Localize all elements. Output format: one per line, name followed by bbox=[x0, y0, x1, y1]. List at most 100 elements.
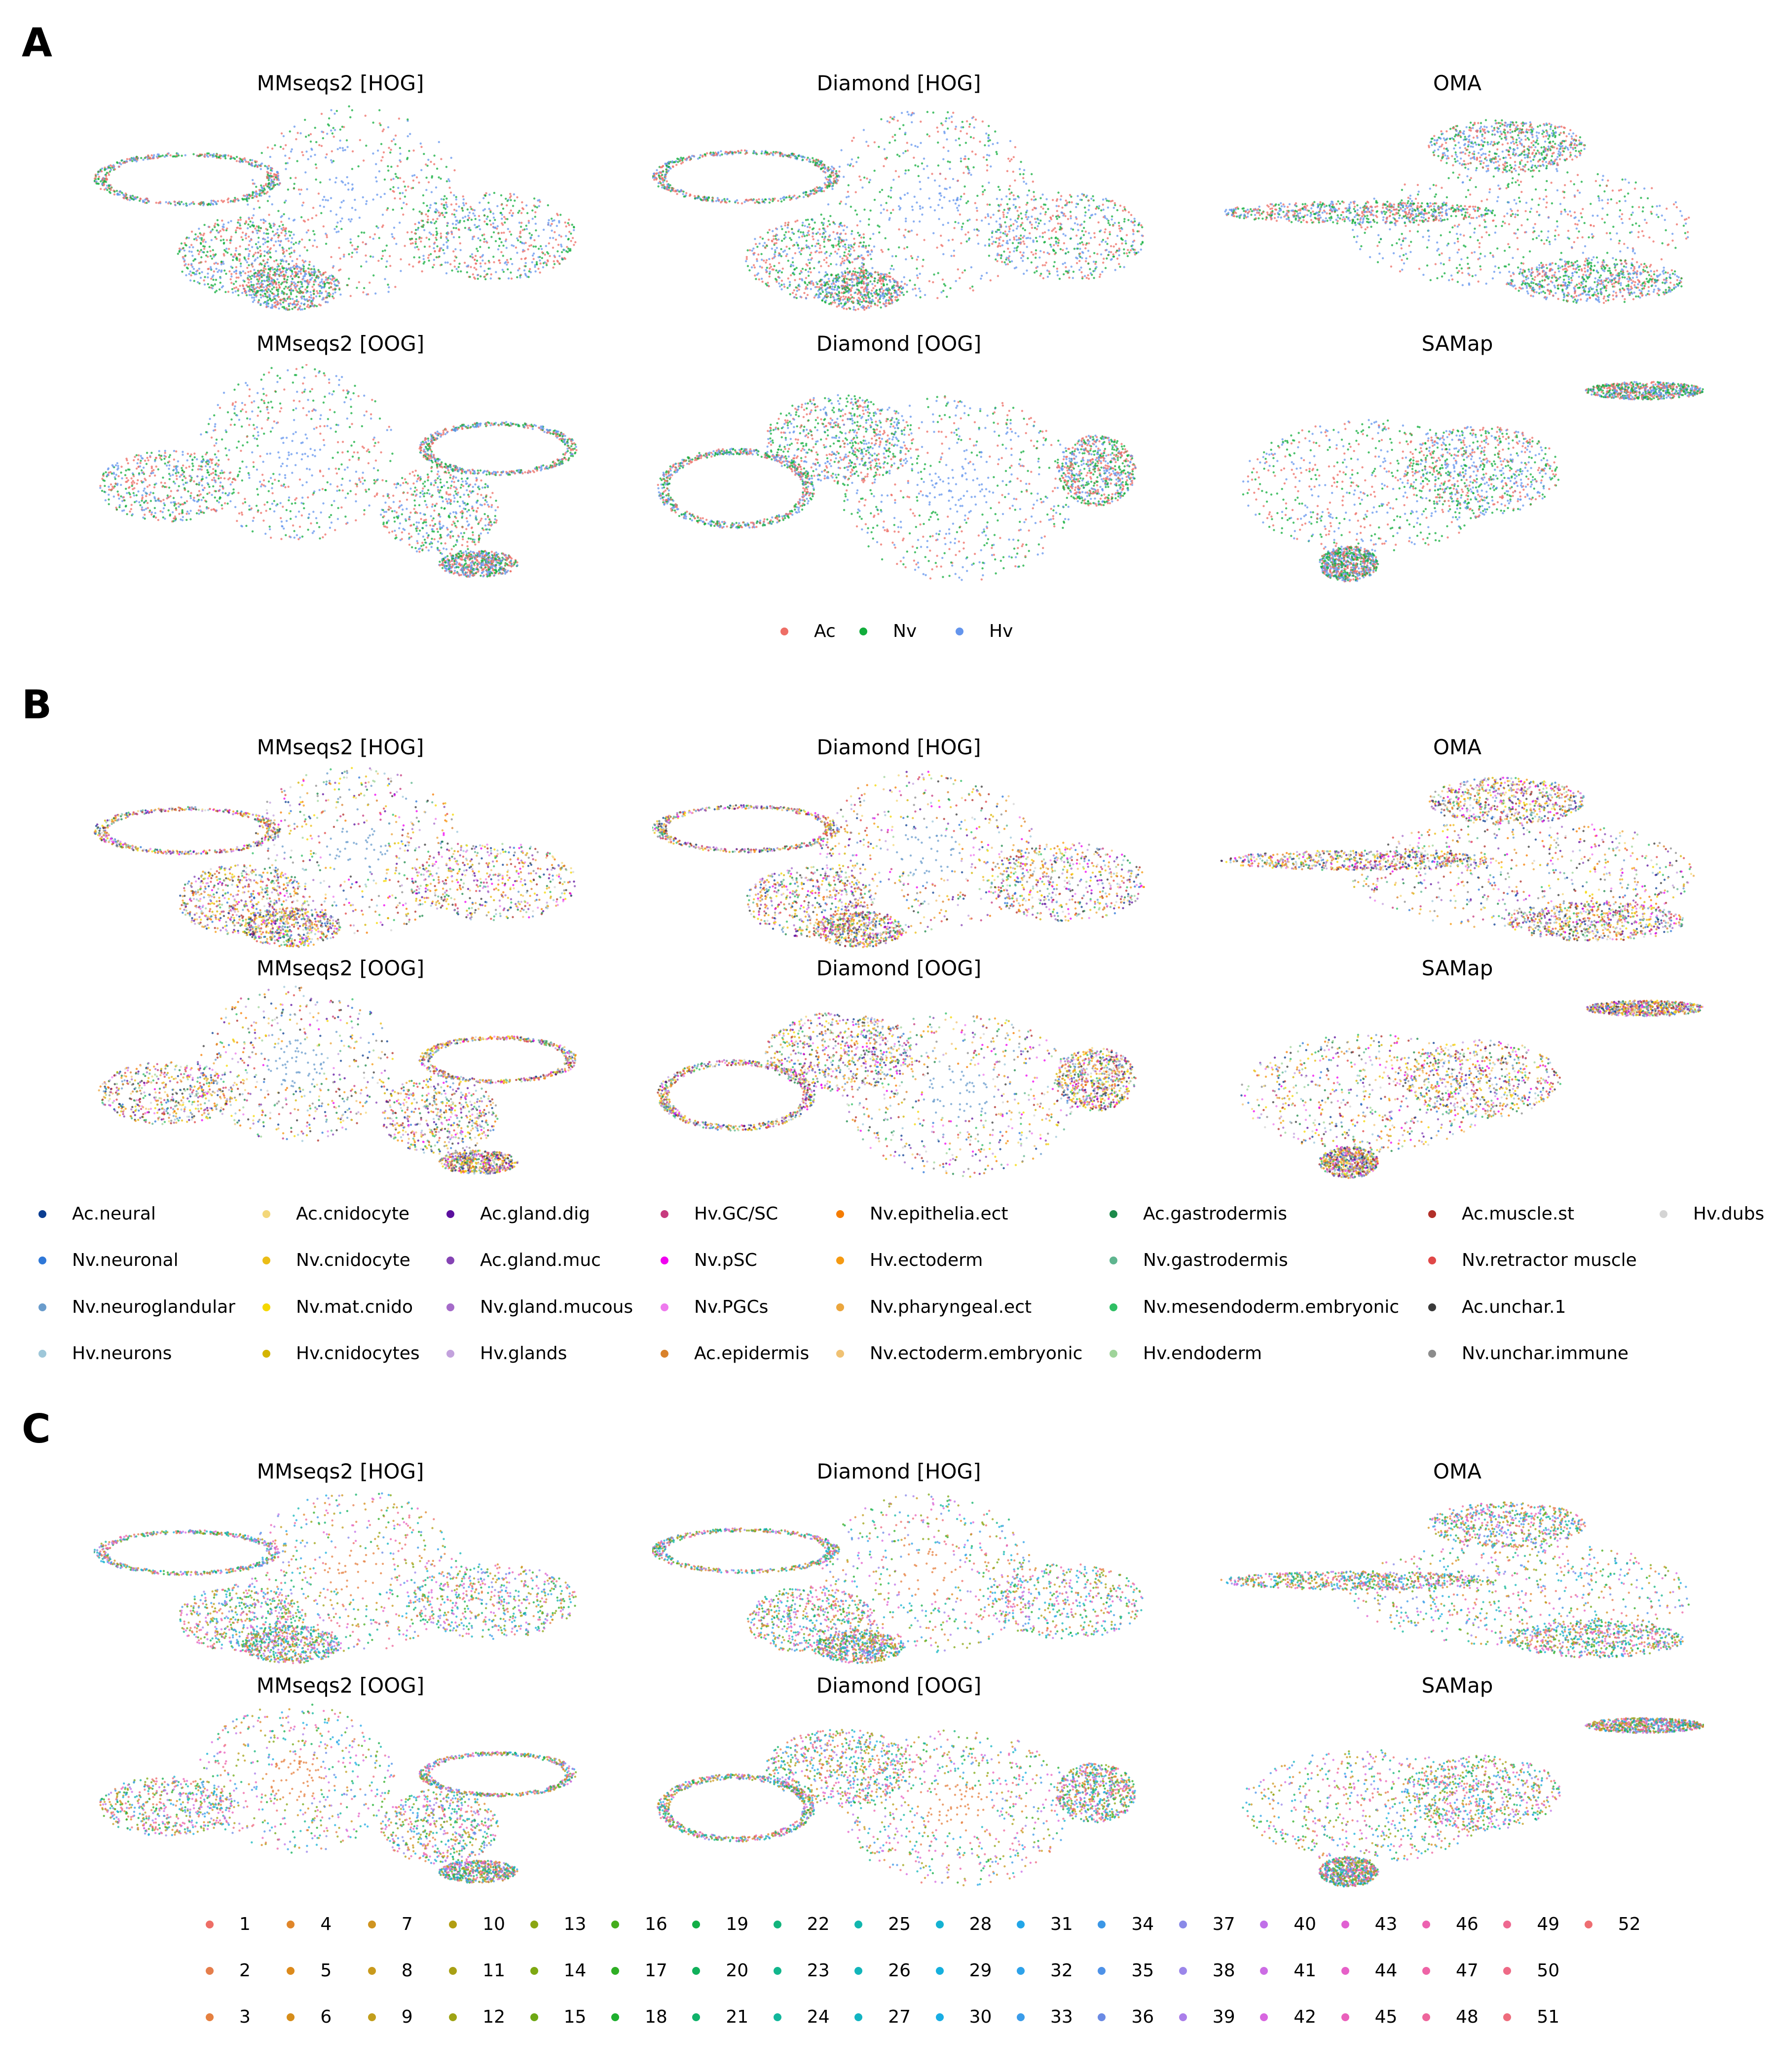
legend-label: 14 bbox=[564, 1961, 587, 1981]
legend-label: Nv.PGCs bbox=[694, 1297, 768, 1317]
legend-marker bbox=[1341, 1920, 1349, 1928]
legend-label: 6 bbox=[320, 2007, 332, 2027]
legend-marker bbox=[287, 1966, 295, 1975]
legend-item-c-43: 43 bbox=[1341, 1914, 1398, 1934]
panel-letter-a: A bbox=[22, 20, 52, 66]
legend-item-b-10: Ac.gland.muc bbox=[446, 1250, 601, 1270]
legend-item-b-9: Ac.gland.dig bbox=[446, 1204, 590, 1224]
legend-marker bbox=[262, 1256, 270, 1264]
legend-label: 32 bbox=[1050, 1961, 1073, 1981]
legend-item-c-35: 35 bbox=[1098, 1961, 1154, 1981]
legend-item-c-24: 24 bbox=[773, 2007, 830, 2027]
legend-item-c-4: 4 bbox=[287, 1914, 332, 1934]
legend-item-b-22: Nv.gastrodermis bbox=[1110, 1250, 1288, 1270]
legend-marker bbox=[446, 1210, 454, 1218]
legend-marker bbox=[38, 1256, 46, 1264]
legend-item-b-19: Nv.pharyngeal.ect bbox=[836, 1297, 1032, 1317]
legend-marker bbox=[836, 1256, 844, 1264]
legend-marker bbox=[773, 1920, 781, 1928]
legend-item-a-1: Ac bbox=[780, 621, 836, 641]
legend-label: Nv.gastrodermis bbox=[1143, 1250, 1288, 1270]
legend-item-b-7: Nv.mat.cnido bbox=[262, 1297, 413, 1317]
legend-marker bbox=[287, 2013, 295, 2021]
legend-item-b-14: Nv.pSC bbox=[661, 1250, 757, 1270]
legend-item-c-21: 21 bbox=[692, 2007, 748, 2027]
legend-label: Nv.retractor muscle bbox=[1462, 1250, 1637, 1270]
legend-label: Nv.mesendoderm.embryonic bbox=[1143, 1297, 1399, 1317]
legend-label: Nv bbox=[893, 621, 917, 641]
legend-marker bbox=[780, 627, 788, 635]
legend-label: 26 bbox=[888, 1961, 911, 1981]
legend-marker bbox=[449, 1920, 457, 1928]
legend-marker bbox=[206, 1920, 214, 1928]
legend-label: 43 bbox=[1375, 1914, 1398, 1934]
subplot-title-b-4: MMseqs2 [OOG] bbox=[94, 956, 587, 980]
legend-label: 4 bbox=[320, 1914, 332, 1934]
legend-marker bbox=[935, 1920, 944, 1928]
legend-item-c-7: 7 bbox=[368, 1914, 413, 1934]
legend-item-b-27: Ac.unchar.1 bbox=[1428, 1297, 1566, 1317]
subplot-title-b-3: OMA bbox=[1211, 735, 1704, 759]
legend-label: 48 bbox=[1456, 2007, 1479, 2027]
legend-label: 24 bbox=[807, 2007, 830, 2027]
legend-item-c-30: 30 bbox=[935, 2007, 992, 2027]
legend-label: 39 bbox=[1213, 2007, 1235, 2027]
legend-item-b-6: Nv.cnidocyte bbox=[262, 1250, 410, 1270]
umap-c-1 bbox=[94, 1492, 577, 1665]
legend-label: Nv.cnidocyte bbox=[296, 1250, 410, 1270]
legend-marker bbox=[611, 1966, 619, 1975]
umap-b-3 bbox=[1220, 777, 1695, 942]
legend-label: Nv.gland.mucous bbox=[480, 1297, 633, 1317]
legend-marker bbox=[859, 627, 867, 635]
legend-label: 5 bbox=[320, 1961, 332, 1981]
legend-item-b-18: Hv.ectoderm bbox=[836, 1250, 983, 1270]
legend-marker bbox=[1503, 2013, 1512, 2021]
legend-label: 16 bbox=[645, 1914, 667, 1934]
legend-label: 21 bbox=[726, 2007, 748, 2027]
legend-item-c-15: 15 bbox=[530, 2007, 586, 2027]
legend-marker bbox=[368, 2013, 376, 2021]
umap-c-3 bbox=[1220, 1501, 1690, 1659]
legend-label: 25 bbox=[888, 1914, 911, 1934]
legend-marker bbox=[661, 1256, 668, 1264]
legend-marker bbox=[661, 1210, 668, 1218]
legend-item-c-2: 2 bbox=[206, 1961, 251, 1981]
legend-marker bbox=[854, 2013, 863, 2021]
legend-label: 29 bbox=[969, 1961, 992, 1981]
legend-label: 20 bbox=[726, 1961, 748, 1981]
legend-marker bbox=[38, 1303, 46, 1311]
legend-label: Ac.cnidocyte bbox=[296, 1204, 409, 1224]
legend-label: Ac.unchar.1 bbox=[1462, 1297, 1566, 1317]
legend-marker bbox=[1422, 1966, 1430, 1975]
panel-letter-b: B bbox=[22, 682, 52, 728]
legend-marker bbox=[530, 2013, 538, 2021]
legend-item-c-31: 31 bbox=[1017, 1914, 1073, 1934]
legend-item-c-6: 6 bbox=[287, 2007, 332, 2027]
legend-item-c-5: 5 bbox=[287, 1961, 332, 1981]
legend-label: Nv.neuronal bbox=[72, 1250, 179, 1270]
legend-label: 41 bbox=[1294, 1961, 1316, 1981]
legend-marker bbox=[1017, 2013, 1025, 2021]
subplot-title-c-5: Diamond [OOG] bbox=[652, 1673, 1146, 1698]
legend-marker bbox=[1341, 1966, 1349, 1975]
legend-item-c-38: 38 bbox=[1179, 1961, 1235, 1981]
legend-marker bbox=[611, 1920, 619, 1928]
legend-item-c-8: 8 bbox=[368, 1961, 413, 1981]
legend-label: 35 bbox=[1131, 1961, 1154, 1981]
legend-label: Hv.ectoderm bbox=[870, 1250, 983, 1270]
legend-label: Nv.mat.cnido bbox=[296, 1297, 413, 1317]
legend-item-c-39: 39 bbox=[1179, 2007, 1235, 2027]
legend-label: 18 bbox=[645, 2007, 667, 2027]
legend-marker bbox=[1660, 1210, 1667, 1218]
legend-label: Ac.gland.muc bbox=[480, 1250, 601, 1270]
legend-marker bbox=[854, 1966, 863, 1975]
legend-label: 13 bbox=[564, 1914, 587, 1934]
legend-label: 28 bbox=[969, 1914, 992, 1934]
legend-item-b-29: Hv.dubs bbox=[1660, 1204, 1764, 1224]
legend-marker bbox=[773, 1966, 781, 1975]
legend-marker bbox=[38, 1210, 46, 1218]
legend-marker bbox=[1110, 1210, 1117, 1218]
legend-item-c-22: 22 bbox=[773, 1914, 830, 1934]
legend-item-c-19: 19 bbox=[692, 1914, 748, 1934]
legend-item-c-41: 41 bbox=[1260, 1961, 1316, 1981]
